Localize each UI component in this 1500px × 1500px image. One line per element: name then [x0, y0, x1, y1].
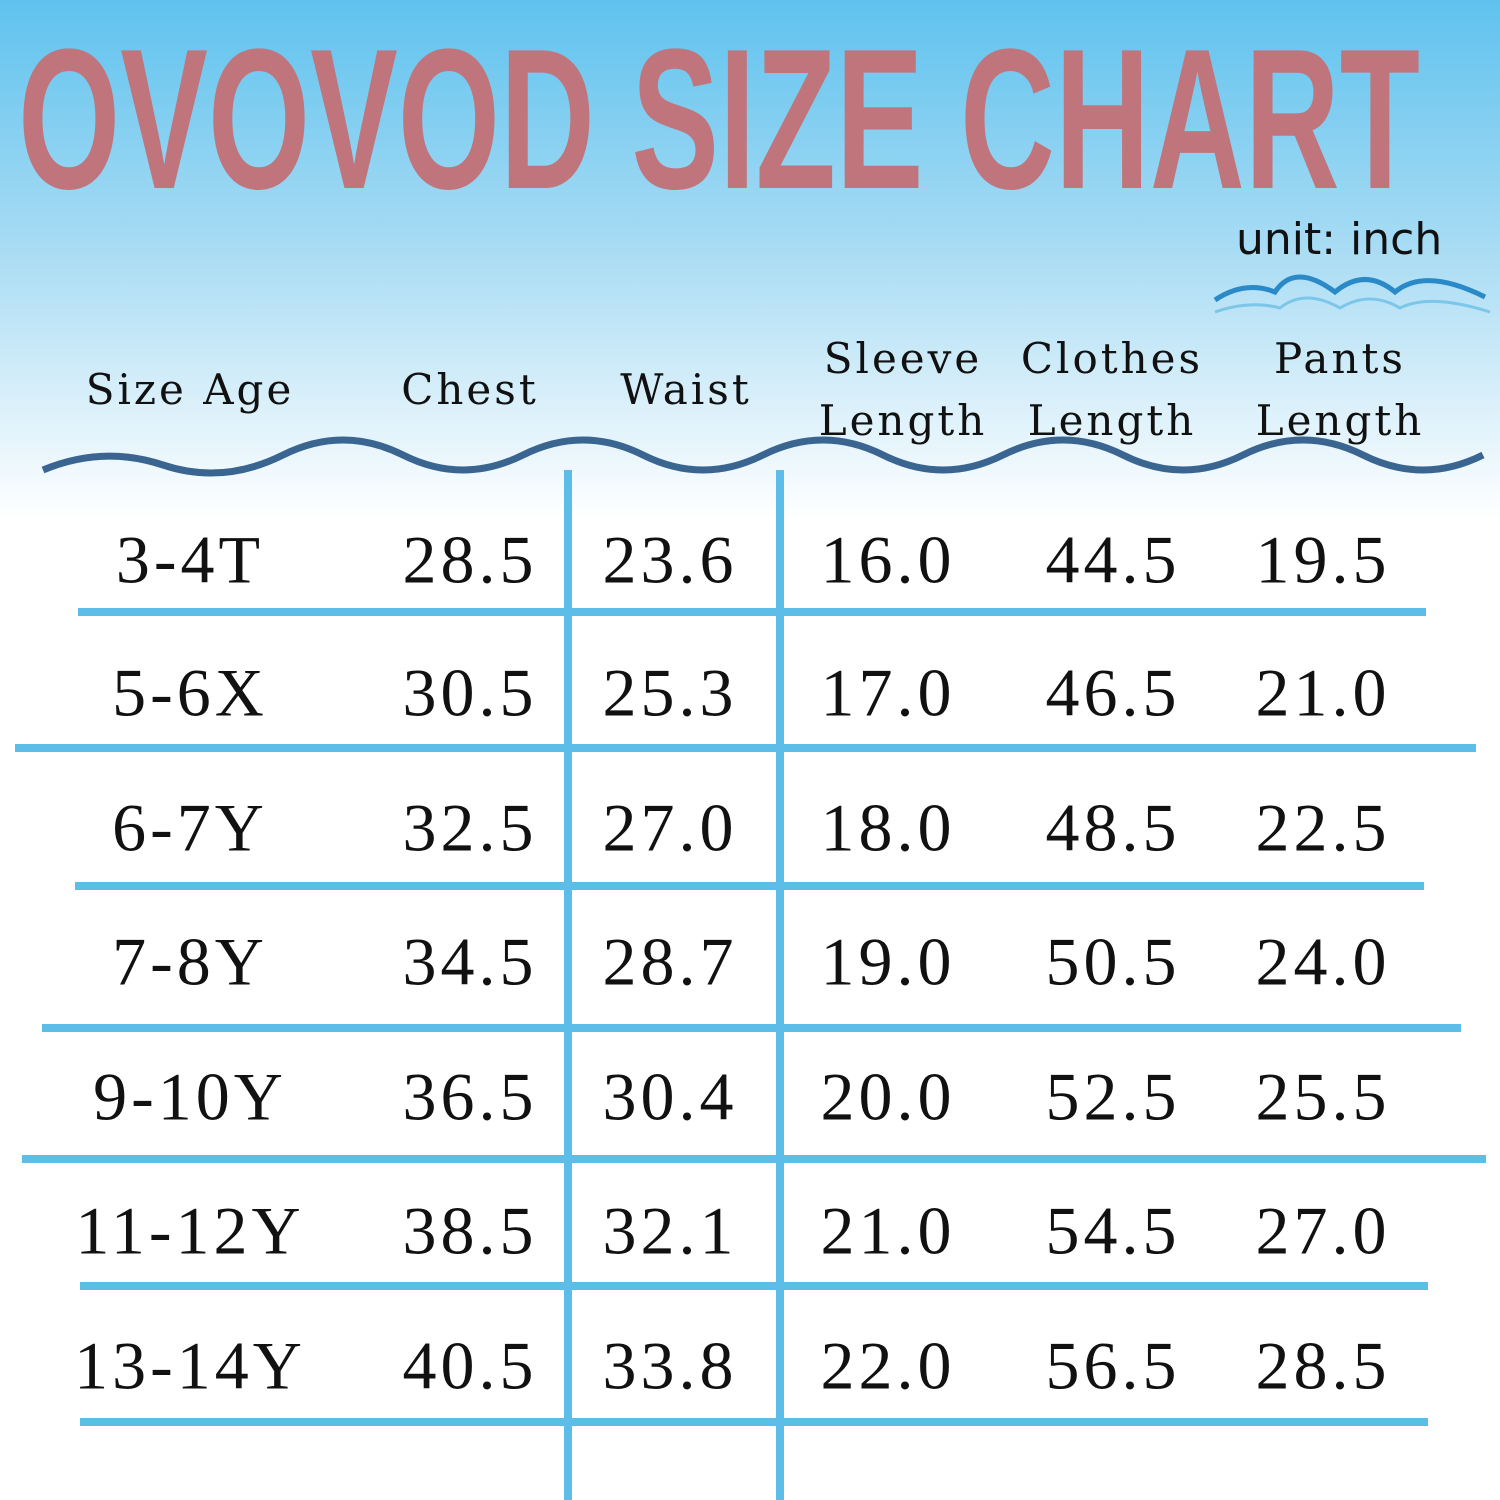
- column-header: Chest: [401, 365, 539, 414]
- unit-label: unit: inch: [1236, 214, 1443, 265]
- value-cell: 21.0: [1255, 654, 1391, 731]
- value-cell: 18.0: [820, 789, 956, 866]
- wave-icon: [1214, 296, 1491, 314]
- value-cell: 21.0: [820, 1192, 956, 1269]
- value-cell: 19.0: [820, 923, 956, 1000]
- column-header: Sleeve Length: [818, 334, 988, 445]
- value-cell: 19.5: [1255, 521, 1391, 598]
- value-cell: 48.5: [1045, 789, 1181, 866]
- title: OVOVOD SIZE CHART: [18, 8, 1420, 231]
- wave-icon: [1213, 274, 1487, 303]
- value-cell: 24.0: [1255, 923, 1391, 1000]
- column-header: Waist: [620, 365, 752, 414]
- value-cell: 32.1: [602, 1192, 738, 1269]
- value-cell: 28.7: [602, 923, 738, 1000]
- value-cell: 36.5: [402, 1058, 538, 1135]
- value-cell: 22.5: [1255, 789, 1391, 866]
- column-header: Clothes Length: [1020, 334, 1204, 445]
- size-cell: 3-4T: [115, 521, 265, 598]
- size-cell: 5-6X: [112, 654, 268, 731]
- value-cell: 40.5: [402, 1327, 538, 1404]
- header-divider: [41, 436, 1485, 477]
- value-cell: 25.3: [602, 654, 738, 731]
- value-cell: 30.4: [602, 1058, 738, 1135]
- value-cell: 38.5: [402, 1192, 538, 1269]
- value-cell: 32.5: [402, 789, 538, 866]
- size-cell: 13-14Y: [74, 1327, 306, 1404]
- value-cell: 16.0: [820, 521, 956, 598]
- value-cell: 17.0: [820, 654, 956, 731]
- value-cell: 34.5: [402, 923, 538, 1000]
- value-cell: 54.5: [1045, 1192, 1181, 1269]
- value-cell: 28.5: [1255, 1327, 1391, 1404]
- value-cell: 33.8: [602, 1327, 738, 1404]
- column-header: Pants Length: [1255, 334, 1425, 445]
- value-cell: 50.5: [1045, 923, 1181, 1000]
- value-cell: 56.5: [1045, 1327, 1181, 1404]
- size-cell: 9-10Y: [93, 1058, 287, 1135]
- value-cell: 27.0: [602, 789, 738, 866]
- size-cell: 11-12Y: [75, 1192, 305, 1269]
- value-cell: 23.6: [602, 521, 738, 598]
- value-cell: 20.0: [820, 1058, 956, 1135]
- value-cell: 22.0: [820, 1327, 956, 1404]
- value-cell: 27.0: [1255, 1192, 1391, 1269]
- value-cell: 44.5: [1045, 521, 1181, 598]
- size-cell: 7-8Y: [112, 923, 268, 1000]
- column-header: Size Age: [85, 365, 295, 414]
- value-cell: 46.5: [1045, 654, 1181, 731]
- value-cell: 25.5: [1255, 1058, 1391, 1135]
- size-cell: 6-7Y: [112, 789, 268, 866]
- value-cell: 30.5: [402, 654, 538, 731]
- value-cell: 52.5: [1045, 1058, 1181, 1135]
- value-cell: 28.5: [402, 521, 538, 598]
